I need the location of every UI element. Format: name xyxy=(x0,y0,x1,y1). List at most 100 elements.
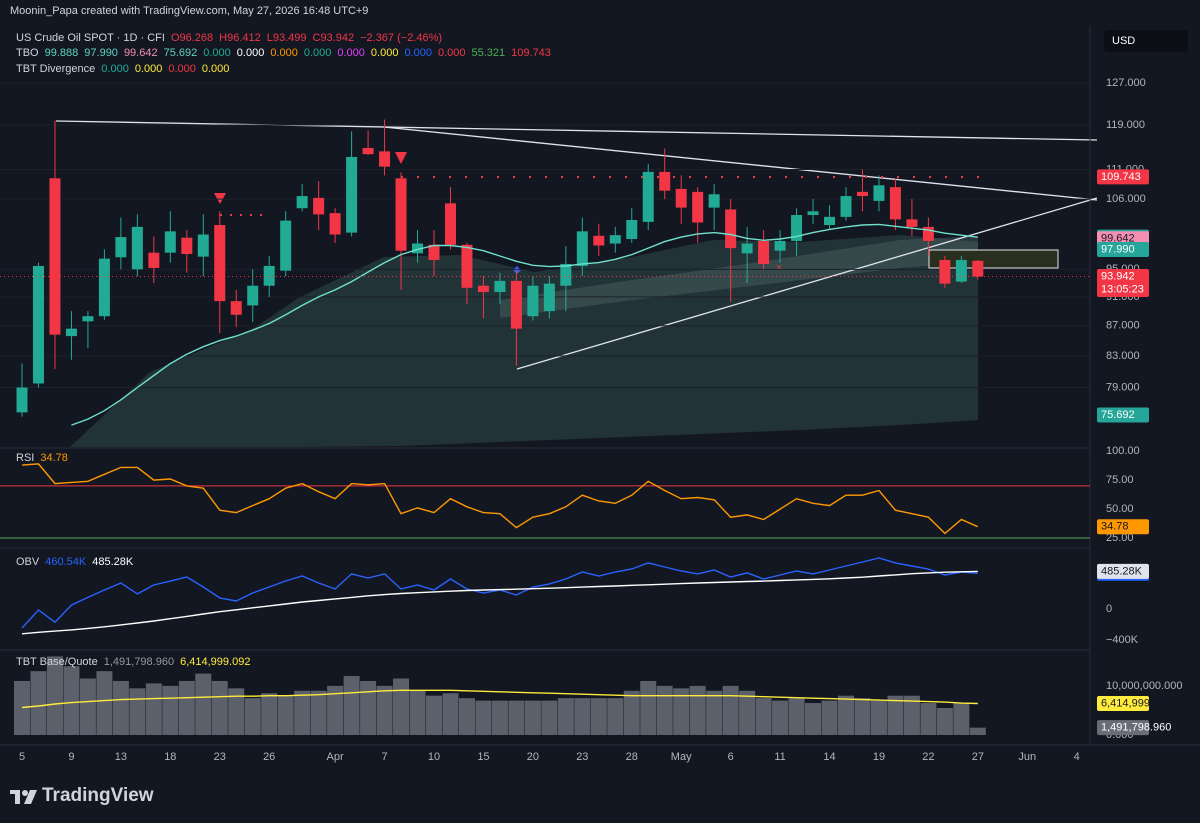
indicator-line xyxy=(21,570,978,635)
volume-bar xyxy=(508,700,525,735)
candle-body xyxy=(791,215,803,241)
candle-body xyxy=(906,219,918,227)
candle-body xyxy=(955,259,967,282)
candle-body xyxy=(494,280,506,292)
trend-line xyxy=(516,197,1098,370)
legend-value: 6,414,999.092 xyxy=(180,656,251,668)
candle-body xyxy=(873,185,885,201)
signal-marker xyxy=(513,266,521,274)
y-tick-label: 100.00 xyxy=(1106,445,1140,457)
price-tag-label: 99.642 xyxy=(1101,233,1135,245)
volume-bar xyxy=(788,698,805,735)
indicator-value: 0.000 xyxy=(101,63,129,75)
indicator-row: TBT Divergence 0.000 0.000 0.000 0.000 xyxy=(16,63,229,75)
volume-bar xyxy=(524,700,541,735)
volume-legend: TBT Base/Quote 1,491,798.960 6,414,999.092 xyxy=(16,656,250,668)
candle-body xyxy=(543,283,555,312)
indicator-value: 0.000 xyxy=(201,63,230,75)
candle-body xyxy=(197,234,209,257)
price-tag-label: 97.990 xyxy=(1101,243,1135,255)
candle-body xyxy=(807,211,819,216)
volume-bar xyxy=(805,703,822,735)
price-tag-label: 485.28K xyxy=(1101,565,1143,577)
volume-bar xyxy=(294,690,311,735)
volume-bar xyxy=(393,678,410,735)
volume-bar xyxy=(244,698,261,735)
volume-bar xyxy=(46,656,63,735)
indicator-value: 109.743 xyxy=(511,47,551,59)
trend-line xyxy=(383,126,1098,201)
candle-body xyxy=(659,171,671,191)
brand: TradingView xyxy=(42,785,154,806)
volume-bar xyxy=(491,700,508,735)
candle-body xyxy=(82,316,94,322)
legend-name: RSI xyxy=(16,452,35,464)
indicator-value: 0.000 xyxy=(236,47,265,59)
volume-bar xyxy=(30,671,47,735)
volume-bar xyxy=(739,690,756,735)
candle-body xyxy=(972,260,984,277)
y-tick-label: 119.000 xyxy=(1106,119,1145,131)
volume-bar xyxy=(129,688,146,735)
candle-body xyxy=(856,191,868,197)
candle-body xyxy=(428,244,440,260)
volume-bar xyxy=(79,678,96,735)
volume-bar xyxy=(870,700,887,735)
y-tick-label: 106.000 xyxy=(1106,193,1146,205)
trend-line xyxy=(55,120,1098,141)
tbo-cloud-inner xyxy=(500,236,978,318)
indicator-value: 75.692 xyxy=(163,47,198,59)
volume-bar xyxy=(14,680,30,735)
x-tick-label: 26 xyxy=(263,751,275,763)
price-tag xyxy=(1097,407,1149,423)
volume-bar xyxy=(178,680,195,735)
candle-body xyxy=(32,265,44,384)
price-tag xyxy=(1097,563,1149,579)
volume-bar xyxy=(277,695,294,735)
candle-body xyxy=(395,178,407,251)
indicator-row: TBO 99.888 97.990 99.642 75.692 0.000 0.000 0.0… xyxy=(16,47,551,59)
indicator-name: TBT Divergence xyxy=(16,63,96,75)
volume-bar xyxy=(656,685,673,735)
candle-body xyxy=(840,196,852,217)
volume-bar xyxy=(574,698,591,735)
volume-bar xyxy=(903,695,920,735)
x-tick-label: 15 xyxy=(477,751,489,763)
price-tag-countdown: 13:05:23 xyxy=(1101,283,1144,295)
candle-body xyxy=(16,387,28,413)
brand-logo xyxy=(10,790,37,804)
x-tick-label: 7 xyxy=(381,751,387,763)
x-tick-label: 23 xyxy=(214,751,226,763)
indicator-value: 0.000 xyxy=(134,63,163,75)
price-tag-label: 6,414,999.092 xyxy=(1101,697,1171,709)
candle-body xyxy=(131,226,143,270)
x-tick-label: 4 xyxy=(1074,751,1080,763)
ohlc-value: O96.268 xyxy=(170,32,214,44)
candle-body xyxy=(313,197,325,215)
volume-bar xyxy=(458,698,475,735)
y-tick-label: 127.000 xyxy=(1106,77,1146,89)
x-tick-label: 20 xyxy=(527,751,539,763)
volume-bar xyxy=(145,683,162,735)
price-tag xyxy=(1097,169,1149,185)
price-tag xyxy=(1097,695,1149,711)
price-tag-label: 1,491,798.960 xyxy=(1101,722,1171,734)
volume-bar xyxy=(327,685,344,735)
candle-body xyxy=(181,237,193,254)
volume-bar xyxy=(557,698,574,735)
volume-bar xyxy=(838,695,854,735)
indicator-value: 0.000 xyxy=(337,47,365,59)
y-tick-label: 0 xyxy=(1106,603,1112,615)
volume-bar xyxy=(953,703,970,735)
candle-body xyxy=(230,301,242,315)
candle-body xyxy=(593,235,605,246)
candle-body xyxy=(675,188,687,208)
x-tick-label: 22 xyxy=(922,751,934,763)
currency-button[interactable]: USD xyxy=(1104,30,1188,52)
candle-body xyxy=(758,240,770,264)
y-tick-label: 50.00 xyxy=(1106,503,1134,515)
candle-body xyxy=(626,219,638,240)
candle-body xyxy=(49,178,61,335)
legend-value: 460.54K xyxy=(45,556,87,568)
